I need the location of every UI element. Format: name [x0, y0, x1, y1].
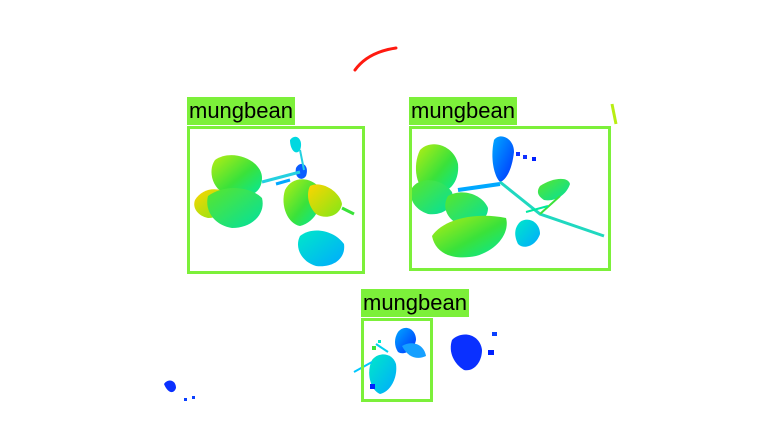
detection-box-3 [361, 318, 433, 402]
detection-label-3: mungbean [361, 289, 469, 317]
detection-label-1: mungbean [187, 97, 295, 125]
detection-label-2: mungbean [409, 97, 517, 125]
blue-fragment-left [164, 380, 195, 401]
plant-cluster-3 [353, 327, 426, 394]
detection-box-2 [409, 126, 611, 271]
plant-cluster-1 [194, 136, 355, 267]
blue-fragment-right [450, 332, 497, 371]
plant-cluster-2 [410, 103, 618, 258]
detection-box-1 [187, 126, 365, 274]
red-arc-fragment [353, 46, 398, 72]
